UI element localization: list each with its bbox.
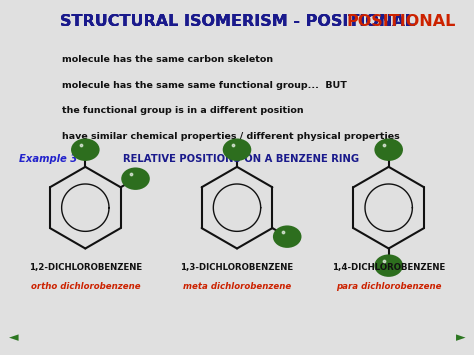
Text: meta dichlorobenzene: meta dichlorobenzene bbox=[183, 282, 291, 291]
Ellipse shape bbox=[121, 168, 150, 190]
Text: POSITIONAL: POSITIONAL bbox=[346, 14, 456, 29]
Text: have similar chemical properties / different physical properties: have similar chemical properties / diffe… bbox=[62, 132, 400, 141]
Text: RELATIVE POSITIONS ON A BENZENE RING: RELATIVE POSITIONS ON A BENZENE RING bbox=[123, 154, 359, 164]
Text: 1,4-DICHLOROBENZENE: 1,4-DICHLOROBENZENE bbox=[332, 263, 445, 272]
Ellipse shape bbox=[71, 138, 100, 161]
Text: ◄: ◄ bbox=[9, 331, 18, 344]
Text: molecule has the same carbon skeleton: molecule has the same carbon skeleton bbox=[62, 55, 273, 64]
Text: STRUCTURAL ISOMERISM - POSITIONAL: STRUCTURAL ISOMERISM - POSITIONAL bbox=[60, 14, 414, 29]
Text: ortho dichlorobenzene: ortho dichlorobenzene bbox=[30, 282, 140, 291]
Text: para dichlorobenzene: para dichlorobenzene bbox=[336, 282, 441, 291]
Text: 1,2-DICHLOROBENZENE: 1,2-DICHLOROBENZENE bbox=[29, 263, 142, 272]
Text: 1,3-DICHLOROBENZENE: 1,3-DICHLOROBENZENE bbox=[181, 263, 293, 272]
Text: STRUCTURAL ISOMERISM - POSITIONAL: STRUCTURAL ISOMERISM - POSITIONAL bbox=[60, 14, 414, 29]
Text: the functional group is in a different position: the functional group is in a different p… bbox=[62, 106, 303, 115]
Ellipse shape bbox=[374, 138, 403, 161]
Ellipse shape bbox=[223, 138, 251, 161]
Ellipse shape bbox=[374, 255, 403, 277]
Text: ►: ► bbox=[456, 331, 465, 344]
Text: Example 3: Example 3 bbox=[19, 154, 77, 164]
Text: STRUCTURAL ISOMERISM - POSITIONAL: STRUCTURAL ISOMERISM - POSITIONAL bbox=[60, 14, 414, 29]
Text: molecule has the same same functional group...  BUT: molecule has the same same functional gr… bbox=[62, 81, 346, 89]
Ellipse shape bbox=[273, 225, 301, 248]
